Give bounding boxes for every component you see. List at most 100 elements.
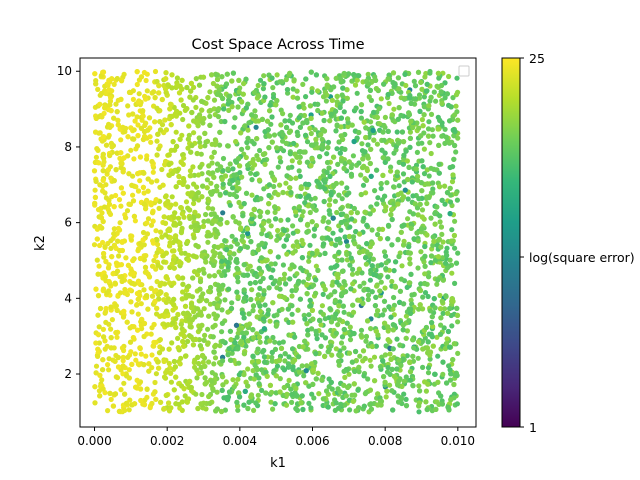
scatter-point — [154, 138, 160, 144]
scatter-point — [415, 69, 422, 75]
scatter-point — [192, 209, 198, 215]
scatter-point — [325, 145, 331, 151]
scatter-point — [283, 237, 289, 243]
scatter-point — [339, 257, 345, 263]
scatter-point — [332, 289, 338, 295]
scatter-point — [415, 265, 421, 271]
scatter-point — [454, 305, 460, 311]
scatter-point — [153, 197, 159, 203]
scatter-point — [373, 312, 379, 318]
scatter-point — [389, 216, 395, 223]
scatter-point — [178, 205, 184, 211]
scatter-point — [107, 211, 114, 217]
scatter-point — [124, 208, 131, 214]
scatter-point — [221, 269, 227, 275]
scatter-point — [154, 105, 160, 111]
scatter-point — [144, 88, 150, 94]
scatter-point — [289, 262, 295, 268]
scatter-point — [155, 359, 161, 365]
scatter-point — [343, 221, 349, 227]
scatter-point — [295, 307, 301, 313]
scatter-point — [138, 74, 145, 80]
scatter-point — [319, 110, 325, 116]
scatter-point — [267, 249, 273, 255]
scatter-point — [395, 201, 401, 207]
scatter-point — [444, 252, 450, 258]
scatter-point — [184, 399, 190, 405]
scatter-point — [115, 364, 122, 370]
scatter-point — [261, 220, 267, 226]
scatter-point — [294, 95, 301, 101]
scatter-point — [221, 106, 227, 112]
scatter-point — [176, 179, 182, 185]
scatter-point — [103, 319, 109, 325]
scatter-point — [205, 239, 211, 245]
scatter-point — [195, 123, 201, 129]
scatter-point — [424, 232, 430, 238]
scatter-point — [130, 335, 136, 341]
scatter-point — [325, 139, 332, 145]
scatter-point — [434, 204, 440, 210]
scatter-point — [183, 199, 190, 205]
scatter-point — [402, 187, 408, 193]
scatter-point — [245, 338, 251, 344]
scatter-point — [324, 169, 330, 175]
scatter-point — [202, 375, 208, 381]
scatter-point — [392, 82, 398, 88]
scatter-point — [300, 344, 306, 350]
scatter-point — [311, 226, 318, 232]
scatter-point — [272, 339, 278, 345]
scatter-point — [143, 206, 149, 212]
scatter-point — [188, 301, 195, 307]
scatter-point — [216, 291, 223, 297]
scatter-point — [188, 172, 194, 179]
scatter-point — [319, 136, 325, 142]
scatter-point — [122, 391, 128, 397]
scatter-point — [163, 70, 169, 76]
scatter-point — [403, 148, 409, 154]
scatter-point — [435, 254, 441, 260]
scatter-point — [189, 294, 196, 300]
scatter-point — [145, 188, 151, 194]
scatter-point — [430, 242, 436, 248]
scatter-point — [145, 127, 151, 133]
scatter-point — [380, 172, 386, 178]
scatter-point — [150, 343, 156, 349]
scatter-point — [249, 177, 255, 183]
scatter-point — [136, 91, 142, 97]
scatter-point — [159, 234, 165, 240]
scatter-point — [303, 94, 309, 100]
scatter-point — [448, 104, 454, 110]
scatter-point — [416, 403, 422, 409]
scatter-point — [358, 327, 365, 333]
scatter-point — [295, 280, 301, 286]
scatter-point — [438, 393, 444, 399]
scatter-point — [156, 146, 162, 152]
scatter-point — [343, 393, 349, 399]
scatter-point — [120, 169, 126, 175]
scatter-point — [136, 246, 142, 252]
scatter-point — [268, 223, 274, 229]
scatter-point — [317, 317, 323, 323]
scatter-point — [281, 384, 287, 391]
scatter-point — [127, 397, 133, 403]
scatter-point — [422, 290, 429, 296]
scatter-point — [200, 266, 206, 272]
scatter-point — [209, 72, 215, 78]
scatter-point — [117, 290, 123, 296]
scatter-point — [407, 310, 414, 316]
scatter-point — [307, 209, 313, 216]
scatter-point — [282, 118, 288, 124]
scatter-point — [438, 82, 445, 89]
scatter-point — [391, 294, 397, 301]
scatter-point — [378, 181, 384, 187]
scatter-point — [96, 340, 102, 346]
scatter-point — [245, 383, 251, 389]
scatter-point — [156, 90, 162, 96]
scatter-point — [106, 279, 112, 285]
scatter-point — [385, 236, 391, 242]
scatter-point — [125, 134, 131, 140]
scatter-point — [118, 165, 124, 171]
scatter-point — [219, 329, 225, 335]
scatter-point — [436, 161, 442, 167]
